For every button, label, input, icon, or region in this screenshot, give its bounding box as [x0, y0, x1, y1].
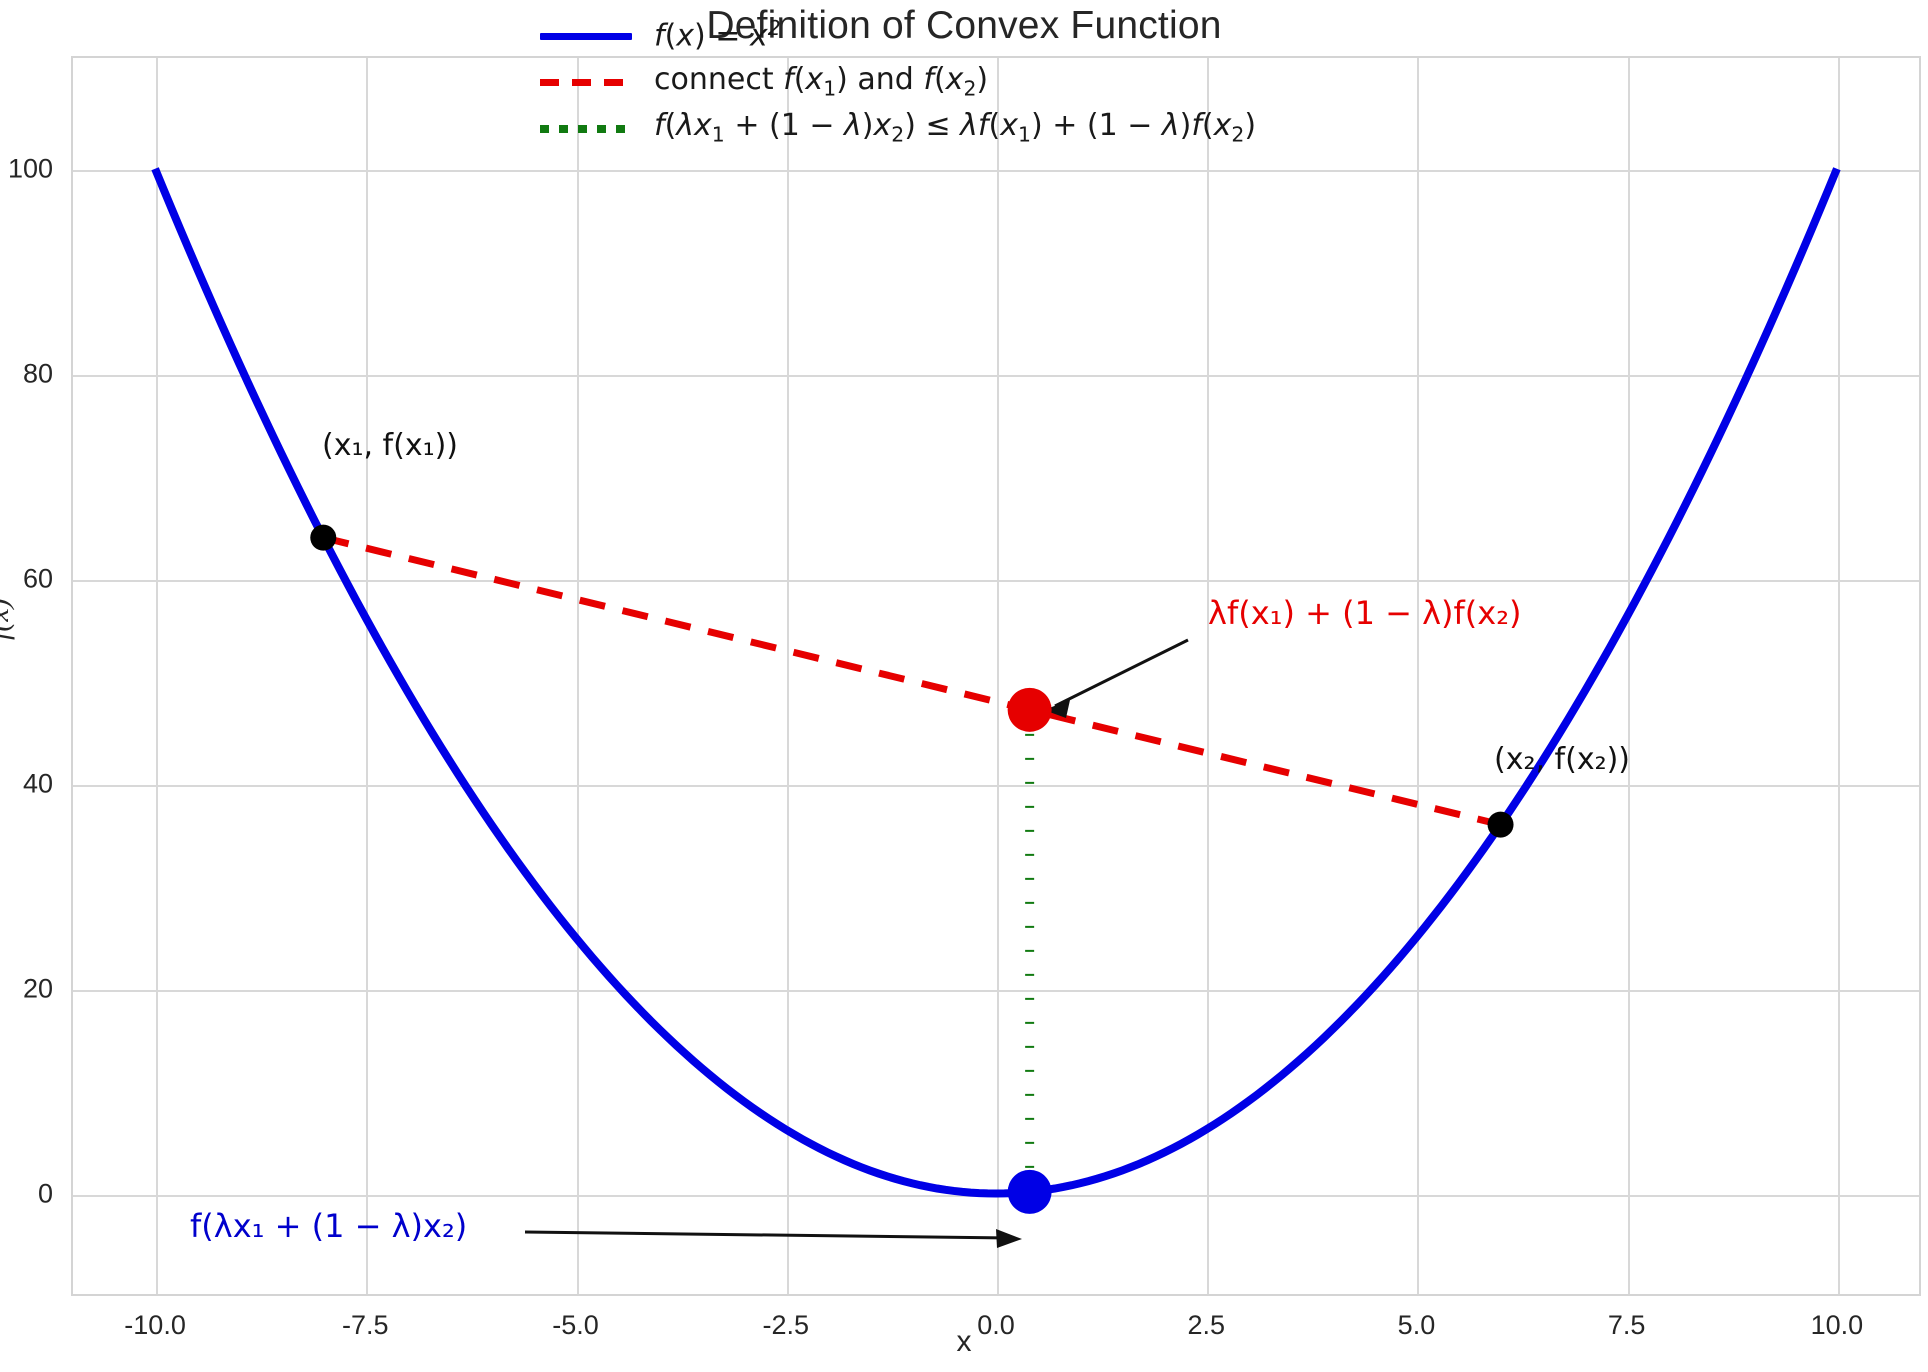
label-function-value: f(λx₁ + (1 − λ)x₂) — [190, 1207, 468, 1245]
gridline-vertical — [366, 58, 369, 1294]
plot-area — [71, 56, 1921, 1296]
gridline-vertical — [576, 58, 579, 1294]
x-tick-label: -7.5 — [342, 1310, 389, 1340]
x-tick-label: -10.0 — [124, 1310, 186, 1340]
x-tick-label: 5.0 — [1397, 1310, 1436, 1340]
x-axis-label: x — [956, 1325, 972, 1358]
dashed-line-key — [540, 68, 632, 94]
x-tick-label: -5.0 — [552, 1310, 599, 1340]
chart-title: Definition of Convex Function — [706, 4, 1222, 47]
y-tick-label: 80 — [22, 358, 53, 389]
gridline-horizontal — [73, 579, 1919, 582]
gridline-vertical — [1417, 58, 1420, 1294]
legend-item-function: f(x) = x2 — [540, 12, 1440, 58]
x-tick-label: -2.5 — [762, 1310, 810, 1340]
y-tick-label: 0 — [37, 1178, 53, 1209]
legend-item-chord: connect f(x1) and f(x2) — [540, 58, 1440, 104]
gridline-vertical — [1837, 58, 1840, 1294]
y-tick-label: 60 — [22, 563, 53, 594]
label-chord-value: λf(x₁) + (1 − λ)f(x₂) — [1208, 594, 1522, 632]
x-tick-label: 7.5 — [1607, 1310, 1646, 1340]
gridline-vertical — [1207, 58, 1210, 1294]
x-tick-label: 2.5 — [1187, 1310, 1225, 1340]
legend-label-function: f(x) = x2 — [654, 16, 781, 54]
gridline-vertical — [156, 58, 159, 1294]
y-tick-label: 20 — [22, 973, 53, 1004]
gridline-horizontal — [73, 784, 1919, 787]
solid-line-key — [540, 22, 632, 48]
y-tick-label: 40 — [22, 768, 53, 799]
y-tick-label: 100 — [7, 153, 53, 184]
legend-item-inequality: f(λx1 + (1 − λ)x2) ≤ λf(x1) + (1 − λ)f(x… — [540, 104, 1440, 150]
x-tick-label: 0.0 — [977, 1310, 1015, 1340]
gridline-horizontal — [73, 989, 1919, 992]
dotted-line-key — [540, 114, 632, 140]
x-tick-label: 10.0 — [1810, 1310, 1864, 1340]
gridline-horizontal — [73, 374, 1919, 377]
legend-label-inequality: f(λx1 + (1 − λ)x2) ≤ λf(x1) + (1 − λ)f(x… — [654, 107, 1257, 147]
gridline-vertical — [1627, 58, 1630, 1294]
chart-legend: f(x) = x2 connect f(x1) and f(x2) f(λx1 … — [540, 12, 1440, 150]
y-axis-label: f(x) — [0, 598, 15, 640]
label-point-x1: (x₁, f(x₁)) — [322, 428, 459, 463]
label-point-x2: (x₂, f(x₂)) — [1494, 742, 1631, 777]
gridline-vertical — [786, 58, 789, 1294]
gridline-horizontal — [73, 1194, 1919, 1197]
legend-label-chord: connect f(x1) and f(x2) — [654, 61, 989, 101]
gridline-horizontal — [73, 169, 1919, 172]
gridline-vertical — [997, 58, 999, 1294]
